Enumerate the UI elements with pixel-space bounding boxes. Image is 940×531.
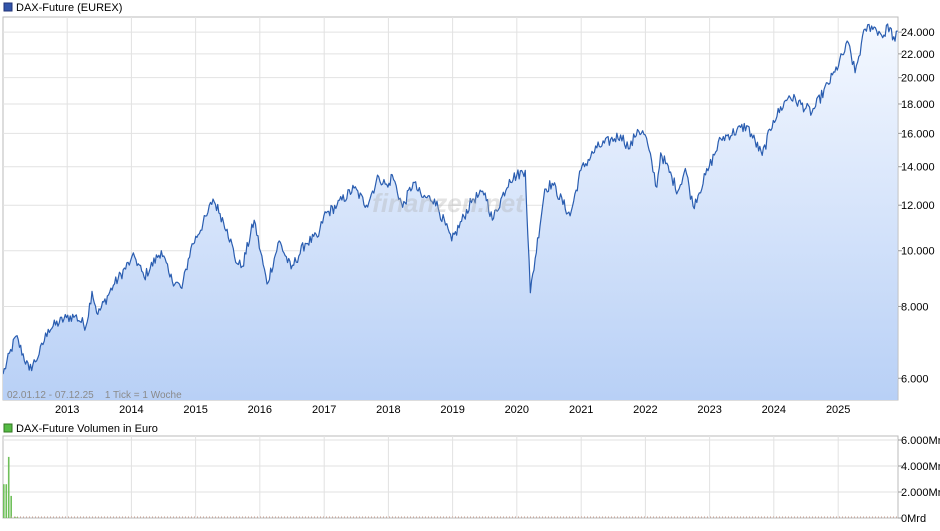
y-tick-label: 8.000 (901, 301, 929, 313)
watermark: finanzen.net (372, 188, 525, 218)
x-axis: 2013 2014 2015 2016 2017 2018 2019 2020 2021 2022… (55, 404, 850, 416)
x-tick-label: 2023 (697, 404, 721, 416)
x-tick-label: 2013 (55, 404, 79, 416)
volume-bar (10, 495, 12, 518)
volume-y-axis: 0Mrd 2.000Mrd 4.000Mrd 6.000Mrd (898, 435, 940, 525)
y-tick-label: 18.000 (901, 99, 935, 111)
volume-bar (5, 484, 8, 518)
main-legend-swatch (3, 2, 13, 12)
main-y-axis: 6.000 8.000 10.000 12.000 14.000 16.000 18.000… (898, 27, 935, 385)
y-tick-label: 20.000 (901, 73, 935, 85)
x-tick-label: 2019 (440, 404, 464, 416)
x-tick-label: 2015 (183, 404, 207, 416)
volume-y-tick-label: 4.000Mrd (901, 461, 940, 473)
y-tick-label: 22.000 (901, 49, 935, 61)
date-range-info: 02.01.12 - 07.12.25 1 Tick = 1 Woche (7, 390, 182, 401)
volume-legend-label: DAX-Future Volumen in Euro (16, 423, 158, 435)
main-legend-label: DAX-Future (EUREX) (16, 2, 122, 14)
y-tick-label: 16.000 (901, 128, 935, 140)
y-tick-label: 14.000 (901, 162, 935, 174)
y-tick-label: 6.000 (901, 373, 929, 385)
volume-y-tick-label: 0Mrd (901, 513, 926, 525)
x-tick-label: 2016 (248, 404, 272, 416)
x-tick-label: 2025 (826, 404, 850, 416)
x-tick-label: 2018 (376, 404, 400, 416)
volume-grid (3, 436, 898, 518)
price-line (3, 23, 898, 375)
volume-bar (3, 484, 5, 518)
volume-bars (3, 456, 898, 518)
volume-legend-swatch (3, 423, 13, 433)
x-tick-label: 2022 (633, 404, 657, 416)
volume-plot-area (2, 435, 899, 519)
volume-bar (7, 456, 10, 518)
x-tick-label: 2014 (119, 404, 143, 416)
volume-y-tick-label: 6.000Mrd (901, 435, 940, 447)
volume-y-tick-label: 2.000Mrd (901, 487, 940, 499)
y-tick-label: 24.000 (901, 27, 935, 39)
y-tick-label: 12.000 (901, 200, 935, 212)
x-tick-label: 2020 (505, 404, 529, 416)
x-tick-label: 2024 (762, 404, 786, 416)
price-area-fill (3, 23, 898, 400)
volume-bar (16, 517, 19, 518)
price-area (3, 23, 898, 400)
x-tick-label: 2017 (312, 404, 336, 416)
x-tick-label: 2021 (569, 404, 593, 416)
y-tick-label: 10.000 (901, 246, 935, 258)
